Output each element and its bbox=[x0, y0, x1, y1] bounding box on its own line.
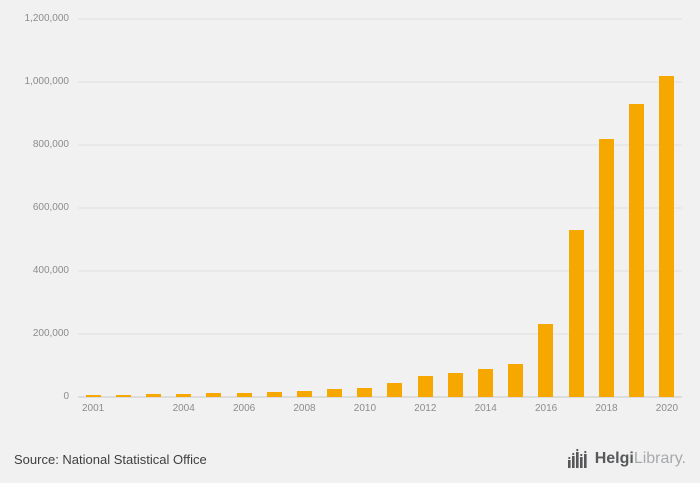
x-tick-label: 2008 bbox=[293, 403, 316, 414]
x-tick-label: 2004 bbox=[172, 403, 195, 414]
bar-2002[interactable] bbox=[115, 394, 131, 397]
y-tick-label: 800,000 bbox=[32, 139, 69, 150]
x-tick-label: 2016 bbox=[534, 403, 558, 414]
gridline bbox=[78, 144, 682, 146]
x-tick-label: 2018 bbox=[595, 403, 618, 414]
logo-text-helgi: Helgi bbox=[594, 450, 634, 467]
y-tick-label: 600,000 bbox=[32, 202, 69, 213]
x-tick-label: 2006 bbox=[232, 403, 256, 414]
x-axis-line bbox=[78, 396, 682, 398]
gridline bbox=[78, 207, 682, 209]
bar-2010[interactable] bbox=[357, 387, 373, 397]
bar-2007[interactable] bbox=[266, 391, 282, 397]
y-tick-label: 200,000 bbox=[32, 328, 69, 339]
bar-2015[interactable] bbox=[508, 363, 524, 397]
bar-2018[interactable] bbox=[598, 138, 614, 397]
gridline bbox=[78, 81, 682, 83]
y-tick-label: 0 bbox=[63, 391, 69, 402]
helgi-library-logo[interactable]: HelgiLibrary. bbox=[566, 448, 686, 470]
bar-2012[interactable] bbox=[417, 375, 433, 397]
footer: Source: National Statistical Office Helg… bbox=[0, 435, 700, 483]
x-tick-label: 2020 bbox=[655, 403, 679, 414]
plot-area: 0 200,000 400,000 600,000 800,000 1,000,000 1,… bbox=[25, 14, 682, 414]
x-tick-label: 2012 bbox=[414, 403, 437, 414]
bar-2004[interactable] bbox=[176, 393, 192, 397]
source-label: Source: National Statistical Office bbox=[14, 451, 207, 467]
logo-text: HelgiLibrary. bbox=[595, 451, 686, 467]
bar-2006[interactable] bbox=[236, 392, 252, 397]
logo-text-library: Library. bbox=[633, 450, 686, 467]
helgi-library-logo-icon bbox=[567, 448, 587, 468]
bars-container bbox=[78, 19, 682, 397]
bar-2017[interactable] bbox=[568, 230, 584, 397]
bar-chart: 0 200,000 400,000 600,000 800,000 1,000,000 1,… bbox=[25, 14, 682, 414]
gridline bbox=[78, 270, 682, 272]
x-tick-label: 2010 bbox=[353, 403, 377, 414]
bar-2009[interactable] bbox=[327, 389, 343, 397]
bar-2003[interactable] bbox=[145, 394, 161, 397]
bar-2020[interactable] bbox=[659, 75, 675, 397]
bar-2013[interactable] bbox=[447, 372, 463, 397]
y-tick-label: 1,200,000 bbox=[24, 13, 70, 24]
bar-2014[interactable] bbox=[478, 368, 494, 397]
x-tick-label: 2014 bbox=[474, 403, 497, 414]
y-tick-label: 1,000,000 bbox=[24, 76, 70, 87]
bar-2005[interactable] bbox=[206, 393, 222, 397]
x-tick-label: 2001 bbox=[81, 403, 105, 414]
gridline bbox=[78, 18, 682, 20]
bar-2019[interactable] bbox=[628, 104, 644, 397]
gridline bbox=[78, 333, 682, 335]
y-tick-label: 400,000 bbox=[32, 265, 69, 276]
bar-2008[interactable] bbox=[296, 390, 312, 397]
bar-2016[interactable] bbox=[538, 323, 554, 397]
bar-2001[interactable] bbox=[85, 395, 101, 397]
bar-2011[interactable] bbox=[387, 382, 403, 397]
